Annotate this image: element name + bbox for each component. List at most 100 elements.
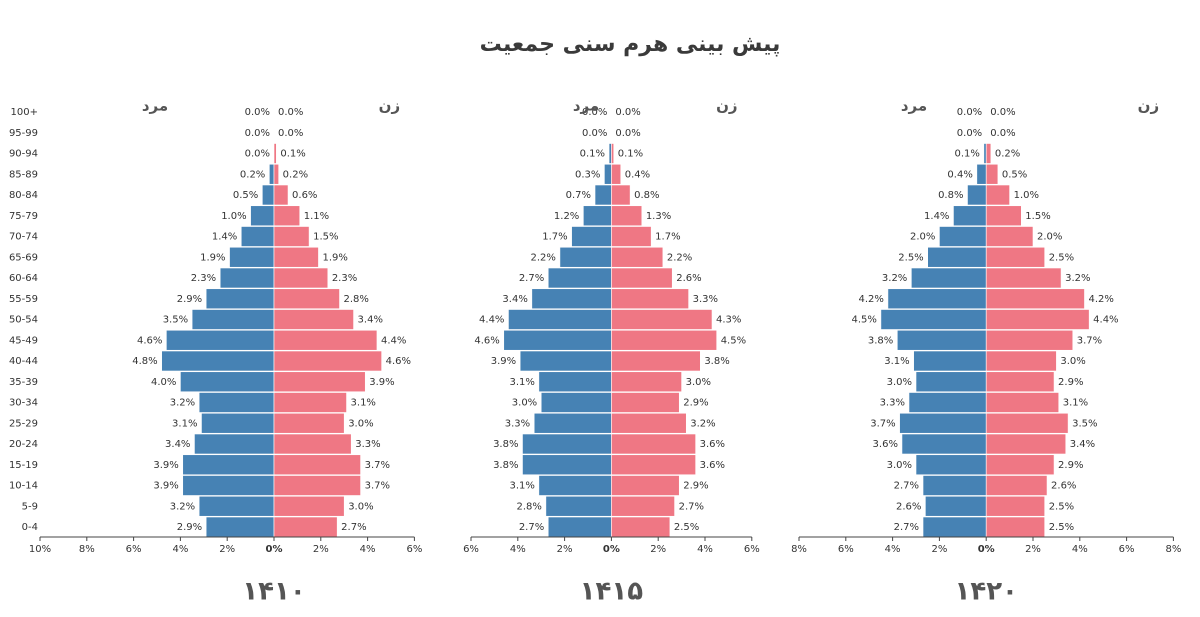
value-label: 4.2%	[859, 294, 884, 305]
bar	[915, 454, 987, 476]
value-label: 2.5%	[1049, 501, 1074, 512]
value-label: 0.0%	[582, 128, 607, 139]
bar	[611, 350, 701, 372]
value-label: 4.8%	[132, 356, 157, 367]
value-label: 3.9%	[491, 356, 516, 367]
bar	[273, 143, 277, 164]
y-tick-label: 60-64	[9, 273, 38, 284]
value-label: 4.0%	[151, 377, 176, 388]
value-label: 2.6%	[676, 273, 701, 284]
x-tick-label: 6%	[126, 544, 142, 555]
value-label: 1.4%	[212, 232, 237, 243]
bar	[273, 350, 382, 372]
y-tick-label: 50-54	[9, 315, 38, 326]
value-label: 3.0%	[887, 377, 912, 388]
bar	[608, 143, 612, 164]
bar	[908, 392, 987, 413]
bar	[198, 392, 275, 413]
value-label: 1.4%	[924, 211, 949, 222]
bar	[538, 371, 612, 393]
value-label: 3.8%	[493, 439, 518, 450]
x-tick-label: 4%	[1072, 544, 1088, 555]
value-label: 3.0%	[887, 460, 912, 471]
value-label: 4.2%	[1088, 294, 1113, 305]
bar	[273, 371, 366, 393]
bar	[611, 267, 673, 289]
value-label: 3.7%	[870, 418, 895, 429]
value-label: 3.3%	[693, 294, 718, 305]
legend-label: زن	[716, 97, 737, 115]
chart-title: ۱۴۱۰	[242, 577, 305, 607]
value-label: 0.2%	[240, 169, 265, 180]
x-tick-label: 4%	[885, 544, 901, 555]
value-label: 2.9%	[683, 398, 708, 409]
x-tick-label: 4%	[510, 544, 526, 555]
bar	[985, 454, 1055, 476]
value-label: 2.5%	[1049, 522, 1074, 533]
value-label: 3.2%	[882, 273, 907, 284]
value-label: 2.5%	[898, 252, 923, 263]
bar	[901, 433, 987, 455]
bar	[611, 329, 718, 351]
y-tick-label: 25-29	[9, 418, 38, 429]
value-label: 3.9%	[153, 460, 178, 471]
value-label: 3.4%	[358, 315, 383, 326]
value-label: 3.6%	[700, 439, 725, 450]
value-label: 3.0%	[348, 501, 373, 512]
y-tick-label: 70-74	[9, 232, 38, 243]
value-label: 2.7%	[341, 522, 366, 533]
x-tick-label: 4%	[360, 544, 376, 555]
bar	[611, 495, 675, 517]
x-tick-label: 4%	[172, 544, 188, 555]
bar	[985, 495, 1046, 517]
y-tick-label: 85-89	[9, 169, 38, 180]
x-tick-label: 4%	[697, 544, 713, 555]
bar	[273, 433, 352, 455]
x-tick-label: 8%	[1165, 544, 1181, 555]
bar	[273, 454, 361, 476]
x-tick-label: 0%	[978, 544, 995, 555]
value-label: 1.3%	[646, 211, 671, 222]
legend-label: زن	[379, 97, 400, 115]
value-label: 3.6%	[873, 439, 898, 450]
value-label: 2.5%	[1049, 252, 1074, 263]
x-tick-label: 6%	[744, 544, 760, 555]
bar	[583, 205, 612, 227]
value-label: 2.2%	[667, 252, 692, 263]
bar	[533, 412, 612, 434]
bar	[985, 205, 1022, 227]
value-label: 3.2%	[1065, 273, 1090, 284]
value-label: 3.9%	[369, 377, 394, 388]
value-label: 2.9%	[1058, 460, 1083, 471]
legend-label: مرد	[573, 97, 599, 115]
value-label: 3.6%	[700, 460, 725, 471]
x-tick-label: 6%	[406, 544, 422, 555]
bar	[976, 163, 987, 185]
y-tick-label: 75-79	[9, 211, 38, 222]
value-label: 0.2%	[995, 149, 1020, 160]
value-label: 2.6%	[1051, 481, 1076, 492]
bar	[985, 309, 1090, 330]
bar	[985, 267, 1062, 289]
bar	[273, 309, 354, 330]
bar	[273, 495, 345, 517]
x-tick-label: 2%	[313, 544, 329, 555]
bar	[273, 475, 361, 496]
value-label: 3.0%	[686, 377, 711, 388]
value-label: 3.1%	[1063, 398, 1088, 409]
bar	[985, 143, 992, 164]
value-label: 3.7%	[365, 481, 390, 492]
value-label: 3.3%	[355, 439, 380, 450]
bar	[985, 226, 1034, 247]
value-label: 4.3%	[716, 315, 741, 326]
bar	[191, 309, 275, 330]
y-tick-label: 5-9	[22, 501, 38, 512]
value-label: 3.2%	[690, 418, 715, 429]
bar	[983, 143, 987, 164]
value-label: 3.9%	[153, 481, 178, 492]
bar	[985, 288, 1085, 310]
value-label: 1.1%	[304, 211, 329, 222]
value-label: 4.5%	[851, 315, 876, 326]
bar	[985, 371, 1055, 393]
